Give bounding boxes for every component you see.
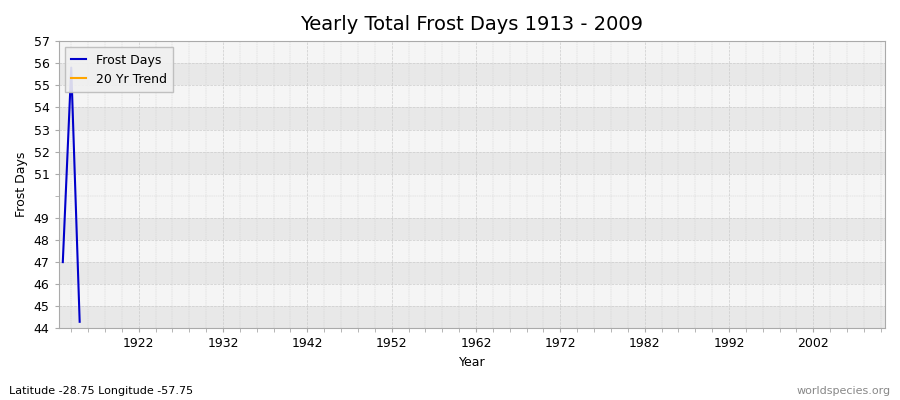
Text: worldspecies.org: worldspecies.org [796,386,891,396]
Bar [58,85,885,108]
Bar [58,240,885,262]
Title: Yearly Total Frost Days 1913 - 2009: Yearly Total Frost Days 1913 - 2009 [301,15,644,34]
Y-axis label: Frost Days: Frost Days [15,152,28,218]
Bar [58,41,885,63]
Frost Days [58,260,68,264]
Legend: Frost Days, 20 Yr Trend: Frost Days, 20 Yr Trend [65,47,174,92]
Bar [58,108,885,130]
Bar [58,130,885,152]
X-axis label: Year: Year [458,356,485,369]
Bar [58,174,885,218]
Line: Frost Days: Frost Days [63,68,80,322]
Bar [58,152,885,174]
Bar [58,284,885,306]
Bar [58,218,885,240]
Frost Days [66,65,77,70]
Frost Days [75,319,86,324]
Bar [58,63,885,85]
Bar [58,306,885,328]
Text: Latitude -28.75 Longitude -57.75: Latitude -28.75 Longitude -57.75 [9,386,194,396]
Bar [58,262,885,284]
